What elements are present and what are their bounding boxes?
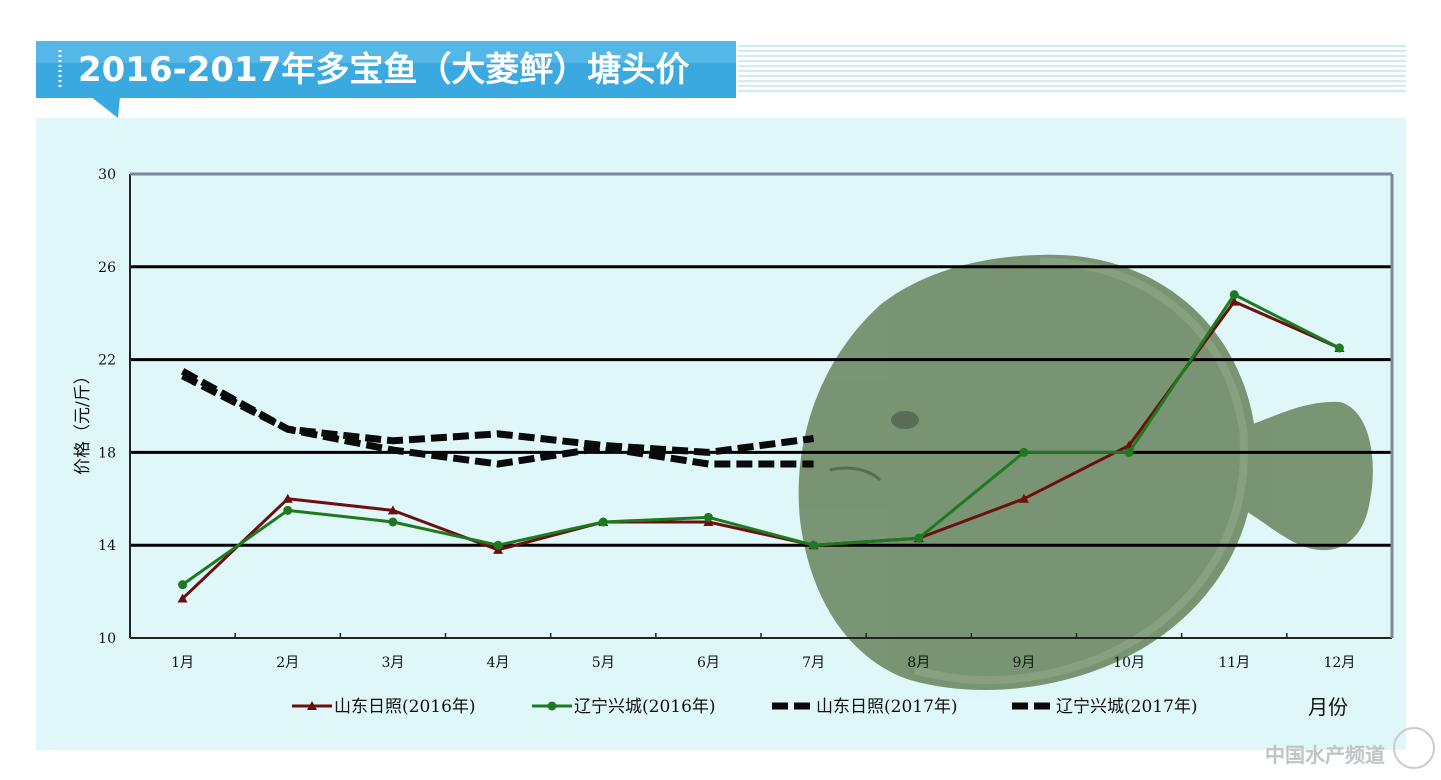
fish-illustration — [798, 254, 1373, 690]
data-point-series-2 — [1124, 447, 1134, 457]
watermark-globe-icon — [1393, 727, 1435, 769]
data-point-series-2 — [493, 540, 503, 550]
y-tick-label: 30 — [98, 167, 116, 183]
x-axis-unit-label: 月份 — [1308, 695, 1348, 719]
data-point-series-1 — [387, 505, 398, 515]
data-point-series-2 — [914, 533, 924, 543]
fish-tail — [1235, 401, 1373, 551]
x-tick-label: 2月 — [276, 655, 299, 671]
x-tick-label: 10月 — [1113, 655, 1145, 671]
legend-marker-series-1 — [307, 701, 317, 710]
plot-area: 10 14 18 22 26 30 1月 2月 3月 4月 5月 6月 7月 8月 9月 10月 11月 12月 — [98, 167, 1394, 671]
data-point-series-1 — [1018, 493, 1029, 503]
data-point-series-2 — [388, 517, 398, 527]
data-point-series-2 — [703, 512, 713, 522]
fish-mouth — [829, 466, 882, 482]
y-tick-label: 10 — [98, 631, 116, 647]
series-line-4 — [180, 368, 815, 456]
y-tick-label: 18 — [98, 445, 116, 461]
series-line-1 — [181, 300, 1341, 600]
data-point-series-2 — [809, 540, 819, 550]
watermark: 中国水产频道 — [1265, 727, 1435, 769]
legend-label-series-4: 辽宁兴城(2017年) — [1056, 697, 1198, 717]
data-point-series-2 — [1334, 343, 1344, 353]
data-point-series-1 — [177, 593, 188, 603]
legend-label-series-3: 山东日照(2017年) — [816, 697, 958, 717]
data-point-series-2 — [1019, 447, 1029, 457]
x-tick-label: 12月 — [1324, 655, 1356, 671]
x-tick-label: 1月 — [171, 655, 194, 671]
x-tick-label: 3月 — [381, 655, 404, 671]
legend-marker-series-2 — [547, 701, 557, 711]
legend-label-series-2: 辽宁兴城(2016年) — [574, 697, 716, 717]
y-tick-label: 22 — [98, 353, 116, 369]
banner-stripes — [738, 45, 1406, 92]
data-point-series-2 — [598, 517, 608, 527]
watermark-text: 中国水产频道 — [1265, 743, 1385, 767]
legend: 山东日照(2016年) 辽宁兴城(2016年) 山东日照(2017年) 辽宁兴城… — [292, 695, 1348, 719]
x-tick-label: 4月 — [487, 655, 510, 671]
fish-body — [798, 254, 1256, 690]
data-point-series-1 — [1229, 296, 1240, 306]
banner-tail — [90, 96, 120, 118]
banner-highlight — [36, 41, 736, 63]
y-axis-label: 价格（元/斤） — [73, 367, 93, 475]
x-tick-label: 6月 — [697, 655, 720, 671]
data-point-series-1 — [282, 493, 293, 503]
data-point-series-2 — [283, 505, 293, 515]
chart-title: 2016-2017年多宝鱼（大菱鲆）塘头价 — [78, 50, 689, 90]
series-line-2 — [181, 293, 1341, 586]
data-point-series-2 — [1229, 290, 1239, 300]
legend-label-series-1: 山东日照(2016年) — [334, 697, 476, 717]
x-tick-label: 11月 — [1218, 655, 1250, 671]
fish-fin-edge — [913, 257, 1248, 684]
fish-eye — [891, 411, 919, 429]
x-tick-label: 7月 — [802, 655, 825, 671]
title-banner: 2016-2017年多宝鱼（大菱鲆）塘头价 — [36, 41, 1406, 118]
x-tick-label: 9月 — [1012, 655, 1035, 671]
y-tick-label: 14 — [98, 538, 116, 554]
x-tick-label: 8月 — [907, 655, 930, 671]
y-tick-label: 26 — [98, 260, 116, 276]
data-point-series-2 — [178, 580, 188, 590]
x-tick-label: 5月 — [592, 655, 615, 671]
